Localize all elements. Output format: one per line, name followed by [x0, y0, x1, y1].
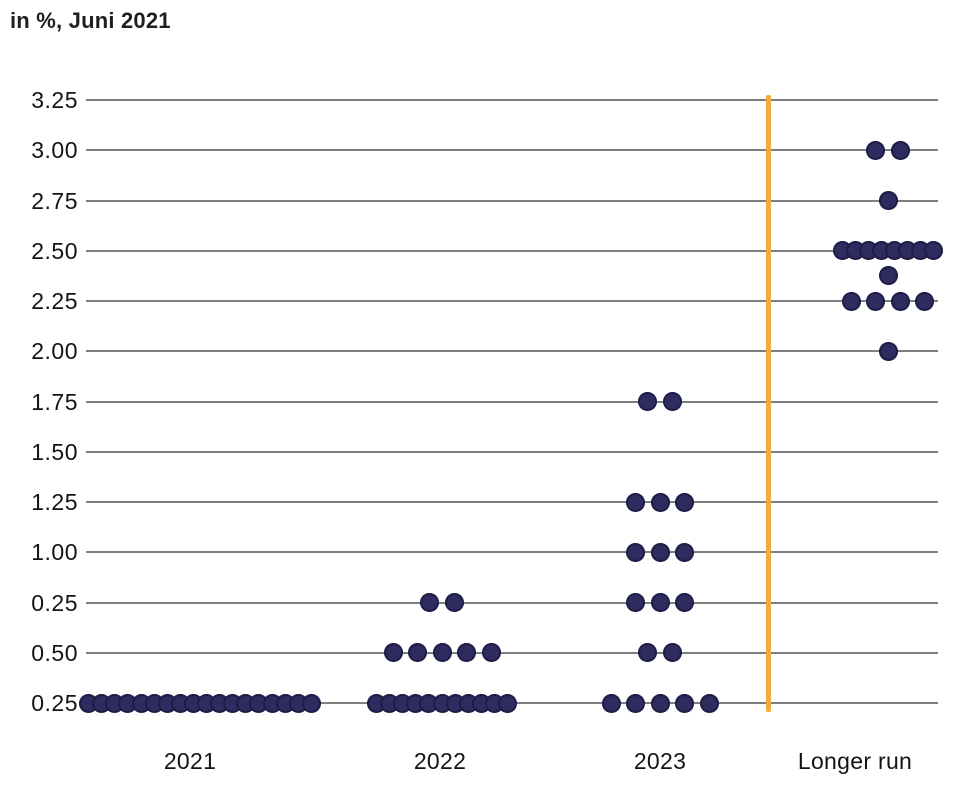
projection-dot [890, 291, 910, 311]
projection-dot [841, 291, 861, 311]
projection-dot [878, 266, 898, 286]
gridline [86, 450, 938, 453]
projection-dot [444, 593, 464, 612]
projection-dot [675, 693, 694, 713]
x-axis-category-label: 2022 [413, 748, 467, 774]
projection-dot [662, 643, 682, 663]
projection-dot [626, 693, 645, 713]
y-axis-tick-label: 2.50 [31, 237, 78, 264]
gridline [86, 601, 938, 604]
projection-dot [457, 643, 476, 663]
projection-dot [626, 542, 645, 562]
projection-dot [638, 392, 658, 411]
projection-dot [301, 693, 321, 713]
gridline [86, 199, 938, 202]
y-axis-tick-label: 1.25 [31, 489, 78, 515]
projection-dot [878, 191, 898, 210]
projection-dot [420, 593, 440, 612]
projection-dot [481, 643, 501, 663]
projection-dot [498, 693, 517, 713]
y-axis-tick-label: 3.25 [31, 87, 78, 113]
projection-dot [699, 693, 719, 713]
projection-dot [432, 643, 452, 663]
chart-title: in %, Juni 2021 [10, 8, 171, 33]
projection-dot [650, 593, 670, 612]
projection-dot [890, 140, 910, 160]
projection-dot [675, 542, 694, 562]
projection-dot [915, 291, 935, 311]
x-axis-category-label: Longer run [797, 748, 913, 774]
y-axis-tick-label: 2.75 [31, 187, 78, 214]
y-axis-tick-label: 2.00 [31, 338, 78, 365]
projection-dot [383, 643, 403, 663]
gridline [86, 99, 938, 101]
projection-dot [638, 643, 658, 663]
projection-dot [675, 492, 694, 512]
x-axis-category-label: 2021 [163, 748, 217, 774]
longer-run-separator-line [766, 95, 771, 712]
projection-dot [626, 593, 645, 612]
gridline [86, 300, 938, 302]
projection-dot [650, 492, 670, 512]
gridline [86, 551, 938, 554]
projection-dot [662, 392, 682, 411]
projection-dot [878, 341, 898, 361]
gridline [86, 400, 938, 403]
y-axis-tick-label: 0.25 [31, 690, 78, 716]
y-axis-tick-label: 2.25 [31, 288, 78, 314]
projection-dot [866, 140, 886, 160]
projection-dot [924, 241, 944, 261]
projection-dot [866, 291, 886, 311]
gridline [86, 149, 938, 152]
gridline [86, 651, 938, 654]
x-axis-category-label: 2023 [633, 748, 687, 774]
projection-dot [408, 643, 427, 663]
y-axis-tick-label: 0.50 [31, 639, 78, 666]
projection-dot [650, 542, 670, 562]
projection-dot [626, 492, 645, 512]
projection-dot [675, 593, 694, 612]
gridline [86, 350, 938, 353]
y-axis-tick-label: 1.75 [31, 388, 78, 415]
y-axis-tick-label: 1.50 [31, 438, 78, 465]
y-axis-tick-label: 3.00 [31, 137, 78, 164]
y-axis-tick-label: 1.00 [31, 539, 78, 566]
projection-dot [601, 693, 621, 713]
projection-dot [650, 693, 670, 713]
y-axis-tick-label: 0.25 [31, 589, 78, 616]
gridline [86, 501, 938, 503]
gridline [86, 249, 938, 252]
